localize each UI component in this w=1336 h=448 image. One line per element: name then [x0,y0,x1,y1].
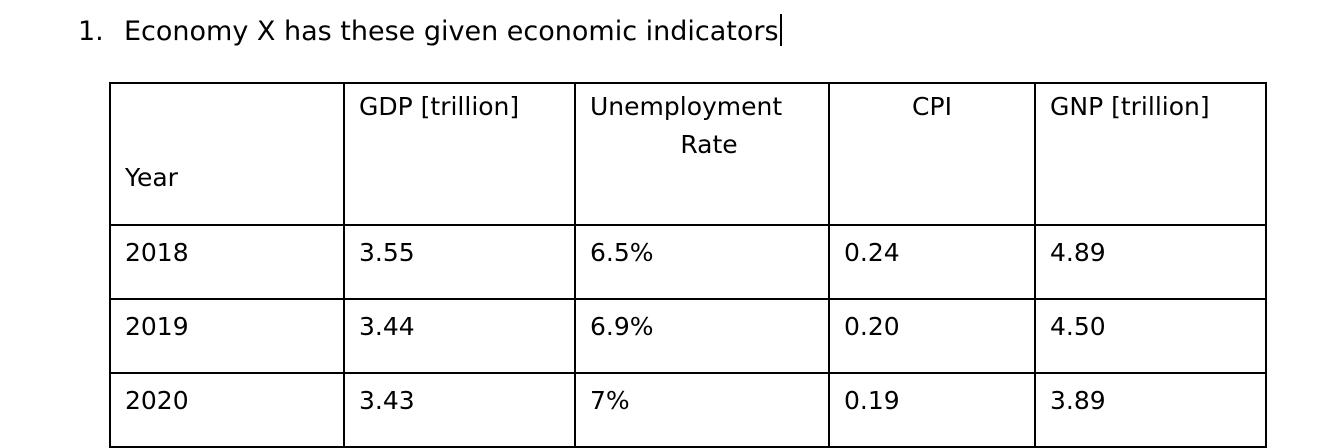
cell-year-value: 2019 [125,312,189,341]
cell-gdp-value: 3.43 [359,386,415,415]
cell-gdp-value: 3.55 [359,238,415,267]
cell-gnp[interactable]: 3.89 [1034,372,1267,448]
cell-year-value: 2018 [125,238,189,267]
cell-unemployment-value: 6.5% [590,238,654,267]
text-cursor [779,14,782,46]
cell-cpi-value: 0.19 [844,386,900,415]
question-number: 1. [78,16,104,47]
cell-gnp[interactable]: 4.50 [1034,298,1267,374]
header-cpi-label: CPI [912,92,952,121]
cell-cpi-value: 0.20 [844,312,900,341]
cell-gnp-value: 3.89 [1050,386,1106,415]
header-gdp[interactable]: GDP [trillion] [343,82,576,226]
table-header-row: Year GDP [trillion] Unemployment Rate CP… [109,82,1267,226]
header-gdp-label: GDP [trillion] [359,92,520,121]
header-unemployment[interactable]: Unemployment Rate [574,82,830,226]
cell-unemployment-value: 7% [590,386,630,415]
cell-unemployment[interactable]: 6.9% [574,298,830,374]
header-unemployment-line2: Rate [680,130,738,159]
cell-gdp[interactable]: 3.44 [343,298,576,374]
header-gnp-label: GNP [trillion] [1050,92,1210,121]
cell-gnp-value: 4.89 [1050,238,1106,267]
header-gnp[interactable]: GNP [trillion] [1034,82,1267,226]
cell-unemployment[interactable]: 7% [574,372,830,448]
cell-unemployment[interactable]: 6.5% [574,224,830,300]
question-heading: 1. Economy X has these given economic ind… [78,12,782,52]
table-row: 2020 3.43 7% 0.19 3.89 [109,372,1267,448]
cell-gnp-value: 4.50 [1050,312,1106,341]
header-unemployment-line1: Unemployment [590,92,783,121]
question-text[interactable]: Economy X has these given economic indic… [124,16,779,47]
cell-gdp[interactable]: 3.55 [343,224,576,300]
cell-year[interactable]: 2018 [109,224,345,300]
cell-cpi[interactable]: 0.20 [828,298,1036,374]
economic-indicators-table: Year GDP [trillion] Unemployment Rate CP… [109,82,1267,448]
cell-gdp-value: 3.44 [359,312,415,341]
table-row: 2018 3.55 6.5% 0.24 4.89 [109,224,1267,300]
cell-cpi-value: 0.24 [844,238,900,267]
cell-year[interactable]: 2020 [109,372,345,448]
header-year[interactable]: Year [109,82,345,226]
cell-year[interactable]: 2019 [109,298,345,374]
cell-unemployment-value: 6.9% [590,312,654,341]
cell-cpi[interactable]: 0.19 [828,372,1036,448]
cell-year-value: 2020 [125,386,189,415]
table-row: 2019 3.44 6.9% 0.20 4.50 [109,298,1267,374]
cell-gdp[interactable]: 3.43 [343,372,576,448]
header-year-label: Year [125,163,178,192]
cell-gnp[interactable]: 4.89 [1034,224,1267,300]
cell-cpi[interactable]: 0.24 [828,224,1036,300]
header-cpi[interactable]: CPI [828,82,1036,226]
